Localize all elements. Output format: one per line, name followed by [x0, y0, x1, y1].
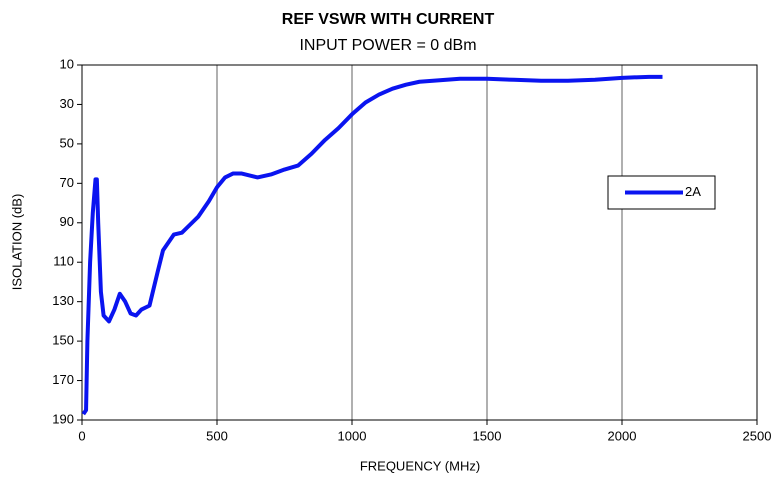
- y-tick-label: 170: [52, 372, 74, 387]
- y-tick-label: 70: [60, 175, 74, 190]
- chart-subtitle: INPUT POWER = 0 dBm: [299, 37, 476, 54]
- y-axis-label: ISOLATION (dB): [9, 194, 24, 291]
- y-tick-label: 10: [60, 56, 74, 71]
- y-tick-label: 30: [60, 96, 74, 111]
- x-tick-label: 0: [78, 428, 85, 443]
- y-tick-label: 190: [52, 411, 74, 426]
- y-tick-label: 110: [53, 254, 74, 269]
- plot-frame: [81, 64, 758, 421]
- legend-label: 2A: [685, 184, 701, 199]
- y-tick-label: 50: [60, 135, 74, 150]
- x-tick-label: 1000: [338, 428, 367, 443]
- y-tick-label: 130: [52, 293, 74, 308]
- y-tick-label: 90: [60, 214, 74, 229]
- x-tick-label: 2500: [743, 428, 772, 443]
- x-tick-label: 2000: [608, 428, 637, 443]
- x-tick-label: 500: [206, 428, 228, 443]
- x-axis-label: FREQUENCY (MHz): [360, 458, 480, 473]
- series-line: [81, 74, 663, 416]
- x-tick-label: 1500: [473, 428, 502, 443]
- chart-title: REF VSWR WITH CURRENT: [282, 11, 495, 28]
- y-tick-label: 150: [52, 333, 74, 348]
